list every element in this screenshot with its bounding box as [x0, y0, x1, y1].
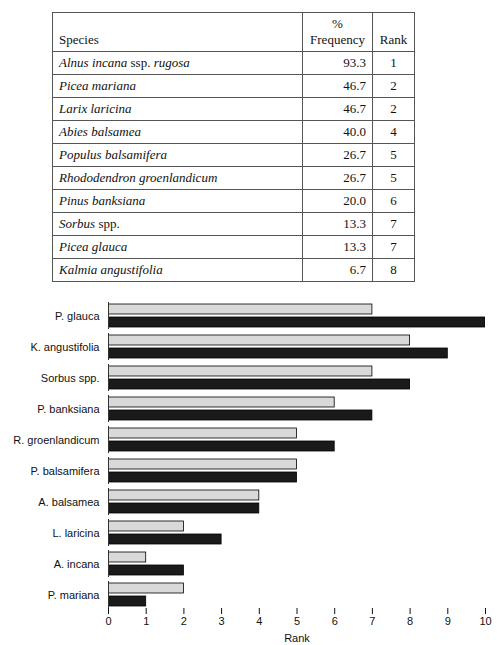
- svg-text:P. glauca: P. glauca: [55, 310, 100, 322]
- html-text:Larix laricina: Larix laricina: [59, 101, 132, 116]
- html-text:1: 1: [390, 55, 397, 70]
- html-text:Sorbus spp.: Sorbus spp.: [59, 216, 120, 231]
- html-text:8: 8: [390, 262, 397, 277]
- svg-text:L. laricina: L. laricina: [52, 527, 100, 539]
- svg-text:A. balsamea: A. balsamea: [38, 496, 100, 508]
- html-text:Rank: Rank: [379, 32, 408, 47]
- svg-text:Rank: Rank: [284, 632, 310, 644]
- html-text:2: 2: [390, 101, 397, 116]
- svg-text:P. mariana: P. mariana: [48, 589, 101, 601]
- html-text:Species: Species: [59, 32, 99, 47]
- html-text:93.3: 93.3: [343, 55, 366, 70]
- svg-text:5: 5: [294, 615, 300, 627]
- html-text:7: 7: [390, 216, 397, 231]
- html-text:Pinus banksiana: Pinus banksiana: [59, 193, 146, 208]
- svg-text:Sorbus spp.: Sorbus spp.: [41, 372, 100, 384]
- svg-text:1: 1: [143, 615, 149, 627]
- html-text:13.3: 13.3: [343, 239, 366, 254]
- html-text:5: 5: [390, 170, 397, 185]
- html-text:46.7: 46.7: [343, 101, 366, 116]
- html-text:Alnus incana ssp. rugosa: Alnus incana ssp. rugosa: [59, 55, 190, 70]
- html-text:4: 4: [390, 124, 397, 139]
- svg-text:P. banksiana: P. banksiana: [37, 403, 100, 415]
- html-text:Abies balsamea: Abies balsamea: [59, 124, 141, 139]
- svg-text:2: 2: [181, 615, 187, 627]
- html-text:26.7: 26.7: [343, 170, 366, 185]
- svg-text:P. balsamifera: P. balsamifera: [31, 465, 101, 477]
- html-text:Rhododendron groenlandicum: Rhododendron groenlandicum: [59, 170, 218, 185]
- html-text:7: 7: [390, 239, 397, 254]
- html-text:Picea mariana: Picea mariana: [59, 78, 136, 93]
- svg-text:3: 3: [219, 615, 225, 627]
- svg-text:0: 0: [105, 615, 111, 627]
- html-text:6.7: 6.7: [349, 262, 366, 277]
- html-text:Populus balsamifera: Populus balsamifera: [59, 147, 167, 162]
- svg-text:K. angustifolia: K. angustifolia: [30, 341, 100, 353]
- html-text:20.0: 20.0: [343, 193, 366, 208]
- html-text:6: 6: [390, 193, 397, 208]
- html-text:% Frequency: % Frequency: [310, 16, 365, 47]
- html-text:46.7: 46.7: [343, 78, 366, 93]
- html-text:13.3: 13.3: [343, 216, 366, 231]
- html-text:5: 5: [390, 147, 397, 162]
- html-text:Picea glauca: Picea glauca: [59, 239, 128, 254]
- svg-text:6: 6: [332, 615, 338, 627]
- svg-text:8: 8: [407, 615, 413, 627]
- svg-text:R. groenlandicum: R. groenlandicum: [13, 434, 99, 446]
- html-text:2: 2: [390, 78, 397, 93]
- svg-text:10: 10: [479, 615, 491, 627]
- html-text:40.0: 40.0: [343, 124, 366, 139]
- svg-text:9: 9: [445, 615, 451, 627]
- svg-text:A. incana: A. incana: [54, 558, 101, 570]
- svg-text:7: 7: [369, 615, 375, 627]
- html-text:Kalmia angustifolia: Kalmia angustifolia: [59, 262, 163, 277]
- svg-text:4: 4: [256, 615, 262, 627]
- html-text:26.7: 26.7: [343, 147, 366, 162]
